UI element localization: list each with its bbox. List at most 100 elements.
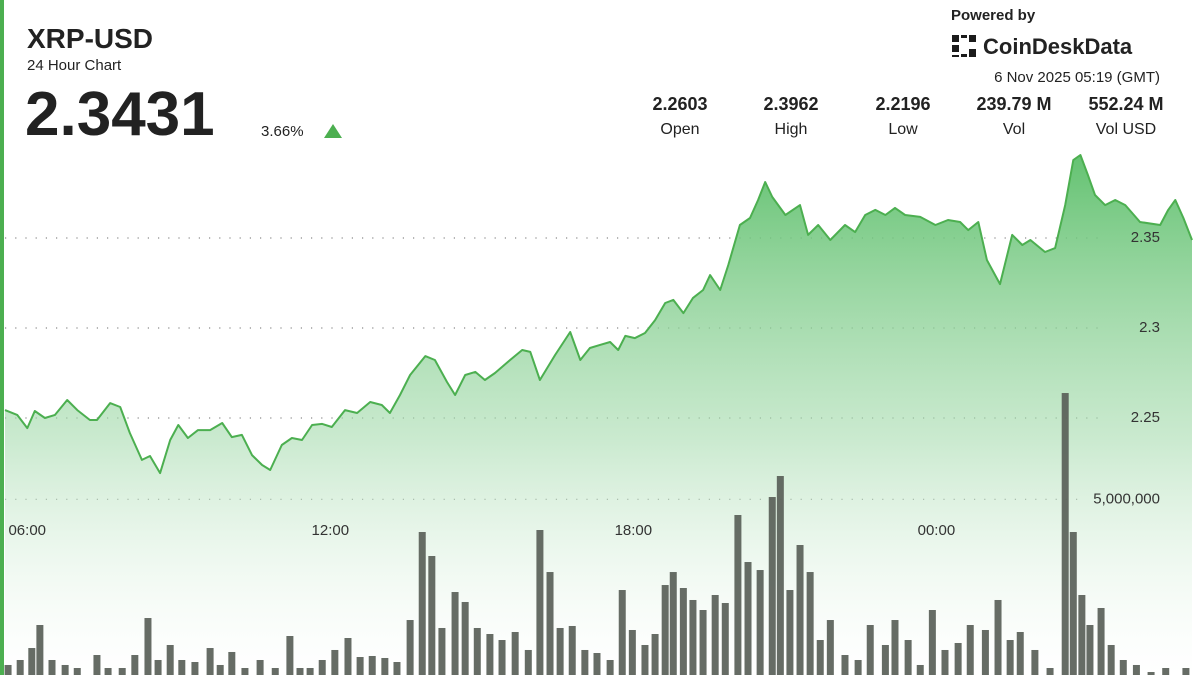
volume-bar xyxy=(473,627,481,675)
volume-bar xyxy=(786,590,794,675)
volume-bar xyxy=(368,655,376,675)
stat-value: 2.2603 xyxy=(652,94,707,114)
brand-logo xyxy=(952,35,976,57)
volume-bar xyxy=(178,659,186,675)
volume-bar xyxy=(1046,668,1054,675)
volume-bar xyxy=(511,631,519,675)
volume-bar xyxy=(536,530,544,675)
volume-bar xyxy=(776,476,784,675)
volume-bar xyxy=(711,595,719,675)
volume-bar xyxy=(93,655,101,675)
volume-bar xyxy=(461,601,469,675)
volume-bar xyxy=(593,653,601,675)
volume-bar xyxy=(1078,595,1086,675)
symbol: XRP-USD xyxy=(27,23,153,54)
volume-bar xyxy=(618,590,626,675)
volume-bar xyxy=(256,659,264,675)
volume-bar xyxy=(1119,659,1127,675)
volume-bar xyxy=(191,662,199,675)
volume-bar xyxy=(451,592,459,675)
volume-bar xyxy=(699,610,707,675)
volume-bar xyxy=(966,625,974,675)
x-tick-label: 18:00 xyxy=(615,522,653,539)
volume-bar xyxy=(438,627,446,675)
volume-bar xyxy=(418,532,426,675)
volume-bar xyxy=(356,657,364,675)
volume-bar xyxy=(651,633,659,675)
volume-bar xyxy=(131,655,139,675)
volume-bar xyxy=(669,572,677,675)
volume-bar xyxy=(1006,640,1014,675)
labels: 2.25 2.3 2.35 06:00 12:00 18:00 00:00 5,000,000 xyxy=(8,229,1160,539)
volume-bar xyxy=(4,664,12,675)
x-tick-label: 00:00 xyxy=(918,522,956,539)
volume-bar xyxy=(891,620,899,675)
volume-bar xyxy=(61,664,69,675)
y-tick-label: 2.35 xyxy=(1131,229,1160,246)
volume-bar xyxy=(928,610,936,675)
stat-label: High xyxy=(775,121,808,138)
volume-bar xyxy=(628,629,636,675)
volume-bar xyxy=(816,640,824,675)
volume-bar xyxy=(16,659,24,675)
volume-bar xyxy=(866,625,874,675)
volume-bar xyxy=(1182,668,1190,675)
volume-bar xyxy=(796,545,804,675)
volume-bar xyxy=(1031,649,1039,675)
price-line xyxy=(4,154,1193,475)
volume-bar xyxy=(641,644,649,675)
volume-bar xyxy=(216,664,224,675)
volume-bar xyxy=(271,668,279,675)
volume-bar xyxy=(981,629,989,675)
volume-bar xyxy=(1162,668,1170,675)
volume-bar xyxy=(428,556,436,675)
y2-tick-label: 5,000,000 xyxy=(1093,490,1160,507)
volume-bar xyxy=(118,668,126,675)
brand: CoinDeskData xyxy=(983,34,1133,59)
volume-bar xyxy=(954,642,962,675)
volume-bar xyxy=(206,648,214,675)
subtitle: 24 Hour Chart xyxy=(27,57,122,74)
volume-bar xyxy=(994,599,1002,675)
volume-bar xyxy=(381,657,389,675)
volume-bar xyxy=(498,640,506,675)
volume-bar xyxy=(661,585,669,675)
marks xyxy=(4,154,1193,675)
volume-bar xyxy=(166,644,174,675)
volume-bar xyxy=(1069,532,1077,675)
volume-bar xyxy=(1097,608,1105,675)
stat-value: 2.3962 xyxy=(763,94,818,114)
stats: 2.2603 Open 2.3962 High 2.2196 Low 239.79 M Vol… xyxy=(652,94,1163,138)
stat-value: 239.79 M xyxy=(976,94,1051,114)
y-tick-label: 2.25 xyxy=(1131,409,1160,426)
volume-bar xyxy=(524,649,532,675)
up-arrow xyxy=(324,124,342,138)
volume-bar xyxy=(241,668,249,675)
volume-bar xyxy=(1016,631,1024,675)
volume-bar xyxy=(318,659,326,675)
volume-bar xyxy=(104,668,112,675)
volume-bar xyxy=(48,659,56,675)
stat-label: Vol xyxy=(1003,121,1025,138)
timestamp: 6 Nov 2025 05:19 (GMT) xyxy=(994,69,1160,86)
volume-bar xyxy=(73,668,81,675)
y-tick-label: 2.3 xyxy=(1139,319,1160,336)
volume-bar xyxy=(1086,625,1094,675)
volume-bar xyxy=(556,627,564,675)
volume-bar xyxy=(154,659,162,675)
volume-bar xyxy=(296,668,304,675)
volume-bar xyxy=(144,618,152,675)
volume-bar xyxy=(1147,672,1155,675)
volume-bar xyxy=(286,636,294,675)
volume-bar xyxy=(1107,644,1115,675)
volume-bar xyxy=(228,651,236,675)
volume-bar xyxy=(568,625,576,675)
volume-bar xyxy=(331,649,339,675)
volume-bar xyxy=(744,562,752,675)
volume-bar xyxy=(904,640,912,675)
volume-bar xyxy=(486,633,494,675)
price: 2.3431 xyxy=(25,80,215,149)
volume-bar xyxy=(854,659,862,675)
